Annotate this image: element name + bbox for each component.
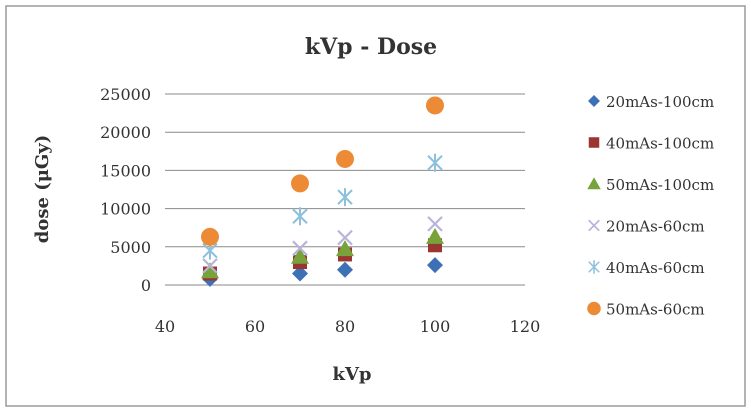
gridlines	[165, 93, 525, 286]
tick-labels: 0 5000 10000 15000 20000 25000 40 60 80 100 120	[100, 85, 540, 336]
data-point	[201, 227, 219, 246]
x-tick-label: 40	[155, 317, 175, 336]
legend-label: 50mAs-60cm	[606, 301, 705, 319]
data-point	[201, 262, 219, 279]
y-tick-label: 0	[141, 276, 151, 295]
y-axis-title: dose (μGy)	[32, 135, 53, 243]
x-tick-label: 60	[245, 317, 265, 336]
data-point	[427, 257, 443, 274]
data-point	[336, 240, 354, 257]
data-point	[337, 188, 353, 207]
legend-marker	[587, 177, 601, 190]
x-tick-label: 80	[335, 317, 355, 336]
legend-marker	[588, 95, 600, 107]
legend: 20mAs-100cm 40mAs-100cm 50mAs-100cm 20mAs-6…	[587, 93, 714, 319]
data-points	[201, 96, 444, 287]
data-point	[292, 240, 308, 257]
legend-marker	[588, 260, 600, 274]
chart-border	[5, 5, 746, 407]
data-point	[426, 227, 444, 244]
data-point	[427, 216, 443, 232]
legend-label: 40mAs-100cm	[606, 135, 714, 153]
legend-marker	[588, 137, 600, 148]
x-tick-label: 100	[420, 317, 451, 336]
y-tick-label: 25000	[100, 85, 151, 104]
data-point	[202, 258, 218, 274]
data-point	[292, 207, 308, 226]
legend-label: 20mAs-60cm	[606, 218, 705, 236]
data-point	[337, 229, 353, 246]
data-point	[292, 265, 308, 282]
y-tick-label: 5000	[110, 238, 151, 257]
legend-label: 20mAs-100cm	[606, 93, 714, 111]
data-point	[291, 247, 309, 264]
legend-label: 50mAs-100cm	[606, 176, 714, 194]
data-point	[336, 149, 354, 168]
legend-marker	[587, 301, 601, 316]
data-point	[337, 261, 353, 278]
data-point	[291, 174, 309, 193]
data-point	[426, 96, 444, 115]
legend-label: 40mAs-60cm	[606, 259, 705, 277]
y-tick-label: 15000	[100, 161, 151, 180]
chart-title: kVp - Dose	[305, 34, 437, 60]
x-axis-title: kVp	[332, 364, 371, 385]
data-point	[427, 153, 443, 172]
x-tick-label: 120	[510, 317, 541, 336]
y-tick-label: 20000	[100, 123, 151, 142]
legend-marker	[588, 219, 600, 232]
y-tick-label: 10000	[100, 200, 151, 219]
